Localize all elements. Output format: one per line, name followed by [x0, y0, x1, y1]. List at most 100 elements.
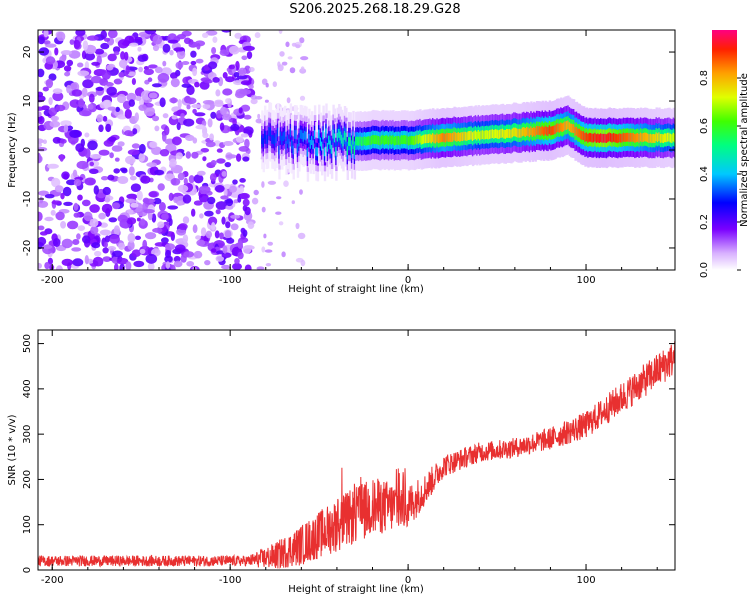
spectrogram-cell — [152, 227, 163, 233]
spectrogram-cell — [71, 247, 82, 252]
spectrogram-cell — [67, 220, 79, 230]
spectrogram-cell — [54, 185, 64, 193]
spectrogram-cell — [191, 104, 202, 109]
spectrogram-cell — [232, 262, 242, 270]
ridge-cell — [555, 123, 559, 133]
ridge-cell — [457, 132, 460, 141]
spectrogram-cell — [234, 32, 242, 39]
spectrogram-cell — [224, 162, 232, 168]
ridge-cell — [594, 132, 597, 142]
ridge-cell — [343, 131, 347, 140]
ridge-cell — [366, 136, 369, 146]
spectrogram-cell — [82, 235, 91, 244]
spectrogram-cell — [238, 146, 250, 152]
spectrogram-cell — [89, 168, 99, 174]
spectrogram-cell — [177, 99, 182, 109]
spectrogram-cell — [75, 143, 85, 153]
ridge-cell — [540, 126, 543, 136]
spectrogram-cell — [125, 198, 136, 204]
ridge-cell — [500, 129, 503, 138]
spectrogram-cell — [39, 196, 44, 204]
spectrogram-cell — [176, 49, 186, 60]
spectrogram-cell — [77, 70, 90, 77]
chart-title: S206.2025.268.18.29.G28 — [289, 2, 461, 17]
spectrogram-cell — [279, 51, 285, 57]
spectrogram-cell — [242, 156, 250, 162]
spectrogram-cell — [208, 61, 218, 70]
ridge-cell — [672, 132, 675, 142]
spectrogram-cell — [134, 36, 143, 43]
spectrogram-cell — [151, 146, 162, 155]
spectrogram-cell — [42, 244, 53, 249]
ridge-cell — [316, 147, 320, 157]
ridge-cell — [416, 134, 419, 144]
colorbar-tick-label: 0.6 — [699, 118, 710, 134]
spectrogram-cell — [38, 262, 42, 269]
spectrogram-cell — [124, 51, 129, 61]
ridge-cell — [281, 135, 284, 145]
spectrogram-cell — [197, 170, 206, 176]
spectrogram-cell — [162, 60, 167, 67]
spectrogram-cell — [183, 251, 195, 258]
spectrogram-cell — [124, 130, 134, 137]
ridge-cell — [262, 138, 265, 148]
spectrogram-cell — [62, 186, 72, 197]
spectrogram-cell — [89, 161, 95, 167]
ridge-cell — [550, 126, 553, 136]
colorbar-tick-label: 0.0 — [699, 262, 710, 278]
ridge-cell — [286, 135, 290, 144]
ridge-cell — [625, 132, 628, 142]
spectrogram-cell — [89, 204, 100, 213]
spectrogram-cell — [59, 138, 67, 144]
spectrogram-cell — [199, 213, 204, 219]
ridge-cell — [595, 134, 599, 143]
ridge-cell — [446, 132, 449, 142]
spectrogram-xlabel: Height of straight line (km) — [288, 284, 424, 295]
spectrogram-cell — [152, 44, 160, 52]
ridge-cell — [299, 129, 302, 139]
x-tick-label: -200 — [41, 575, 64, 586]
spectrogram-cell — [128, 99, 135, 107]
ridge-cell — [664, 133, 667, 143]
ridge-cell — [494, 129, 497, 138]
spectrogram-cell — [286, 97, 291, 104]
ridge-cell — [383, 136, 386, 145]
spectrogram-cell — [236, 153, 242, 162]
spectrogram-cell — [113, 78, 123, 85]
ridge-cell — [508, 129, 512, 138]
spectrogram-cell — [255, 118, 263, 124]
spectrogram-cell — [196, 239, 206, 247]
ridge-cell — [587, 133, 590, 143]
snr-series-line — [38, 341, 675, 569]
ridge-cell — [464, 131, 468, 141]
spectrogram-cell — [226, 237, 235, 244]
spectrogram-cell — [265, 263, 272, 267]
spectrogram-cell — [261, 181, 265, 188]
spectrogram-cell — [164, 255, 173, 263]
spectrogram-cell — [186, 97, 197, 105]
spectrogram-cell — [101, 203, 113, 214]
ridge-cell — [303, 130, 307, 140]
ridge-cell — [450, 133, 453, 143]
spectrogram-cell — [236, 75, 248, 80]
spectrogram-cell — [164, 125, 170, 136]
spectrogram-cell — [173, 111, 183, 116]
spectrogram-cell — [125, 155, 136, 165]
spectrogram-cell — [101, 176, 109, 181]
spectrogram-cell — [127, 240, 135, 251]
spectrogram-cell — [117, 93, 127, 104]
spectrogram-cell — [177, 184, 189, 193]
spectrogram-cell — [211, 222, 216, 231]
spectrogram-cell — [221, 216, 226, 225]
spectrogram-cell — [60, 192, 65, 200]
spectrogram-cell — [87, 103, 94, 110]
spectrogram-cell — [281, 251, 286, 258]
ridge-cell — [403, 135, 406, 144]
spectrogram-cell — [287, 56, 293, 60]
spectrogram-cell — [61, 258, 73, 266]
spectrogram-cell — [108, 136, 117, 142]
spectrogram-cell — [157, 72, 170, 83]
spectrogram-cell — [261, 246, 266, 253]
spectrogram-cell — [45, 56, 56, 65]
spectrogram-cell — [216, 158, 226, 164]
